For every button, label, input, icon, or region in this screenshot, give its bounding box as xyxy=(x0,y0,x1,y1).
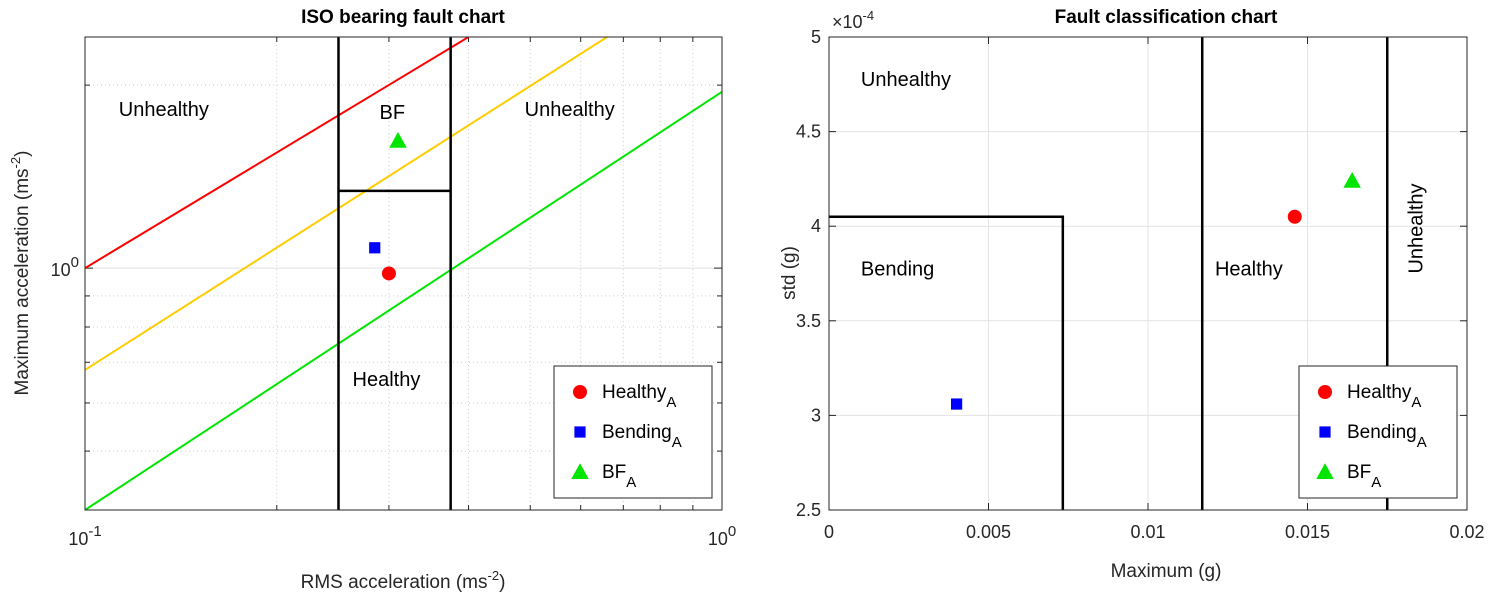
chart-title: Fault classification chart xyxy=(1055,7,1278,28)
legend-label: BendingA xyxy=(1347,422,1427,451)
x-tick-label: 0.005 xyxy=(966,522,1011,542)
x-tick-label: 10-1 xyxy=(68,523,101,549)
iso-limit-line xyxy=(85,90,722,510)
y-tick-label: 4.5 xyxy=(796,122,821,142)
region-label: Unhealthy xyxy=(861,69,951,91)
x-axis-label: Maximum (g) xyxy=(1111,561,1222,582)
iso-limit-line xyxy=(85,37,470,269)
data-point-healthy xyxy=(381,266,396,281)
region-label: Unhealthy xyxy=(525,99,615,121)
x-tick-label: 0 xyxy=(824,522,834,542)
legend-label: HealthyA xyxy=(1347,382,1421,411)
data-point-bf xyxy=(1343,172,1361,188)
y-tick-label: 100 xyxy=(51,254,79,280)
legend-marker-healthy xyxy=(573,385,587,399)
region-label: Bending xyxy=(861,258,934,280)
axes-box xyxy=(84,36,723,511)
legend-marker-bf xyxy=(1316,463,1334,479)
x-tick-label: 100 xyxy=(708,523,736,549)
region-label: BF xyxy=(380,102,406,124)
legend-label: BFA xyxy=(1347,462,1381,491)
region-label: Healthy xyxy=(1215,258,1283,280)
legend-marker-bending xyxy=(1319,426,1331,438)
region-label: Unhealthy xyxy=(119,99,209,121)
x-tick-label: 0.02 xyxy=(1449,522,1484,542)
iso-limit-line xyxy=(85,37,608,371)
x-tick-label: 0.01 xyxy=(1130,522,1165,542)
data-point-healthy xyxy=(1287,209,1302,224)
x-axis-label: RMS acceleration (ms-2) xyxy=(301,568,506,593)
y-axis-label: Maximum acceleration (ms-2) xyxy=(8,151,33,396)
region-label: Healthy xyxy=(353,369,421,391)
region-label: Unhealthy xyxy=(1405,183,1427,273)
y-tick-label: 4 xyxy=(811,216,821,236)
legend-label: HealthyA xyxy=(602,382,676,411)
region-boundary xyxy=(829,215,1065,510)
legend-label: BFA xyxy=(602,462,636,491)
chart-title: ISO bearing fault chart xyxy=(301,7,505,28)
legend-marker-bf xyxy=(571,463,589,479)
y-axis-label: std (g) xyxy=(779,246,800,300)
plot-content xyxy=(85,37,722,510)
y-tick-label: 3.5 xyxy=(796,311,821,331)
y-tick-label: 3 xyxy=(811,405,821,425)
legend: HealthyA BendingA BFA xyxy=(553,365,713,499)
fault-classification-chart: Fault classification chart Maximum (g) s… xyxy=(779,7,1485,582)
iso-bearing-fault-chart: ISO bearing fault chart RMS acceleration… xyxy=(8,7,736,593)
data-point-bending xyxy=(369,242,381,254)
y-axis-exponent: ×10-4 xyxy=(832,8,874,32)
data-point-bf xyxy=(389,132,407,148)
legend: HealthyA BendingA BFA xyxy=(1298,365,1458,499)
y-tick-label: 5 xyxy=(811,27,821,47)
y-tick-label: 2.5 xyxy=(796,500,821,520)
legend-marker-bending xyxy=(574,426,586,438)
data-point-bending xyxy=(951,398,963,410)
x-tick-label: 0.015 xyxy=(1285,522,1330,542)
legend-label: BendingA xyxy=(602,422,682,451)
legend-marker-healthy xyxy=(1318,385,1332,399)
